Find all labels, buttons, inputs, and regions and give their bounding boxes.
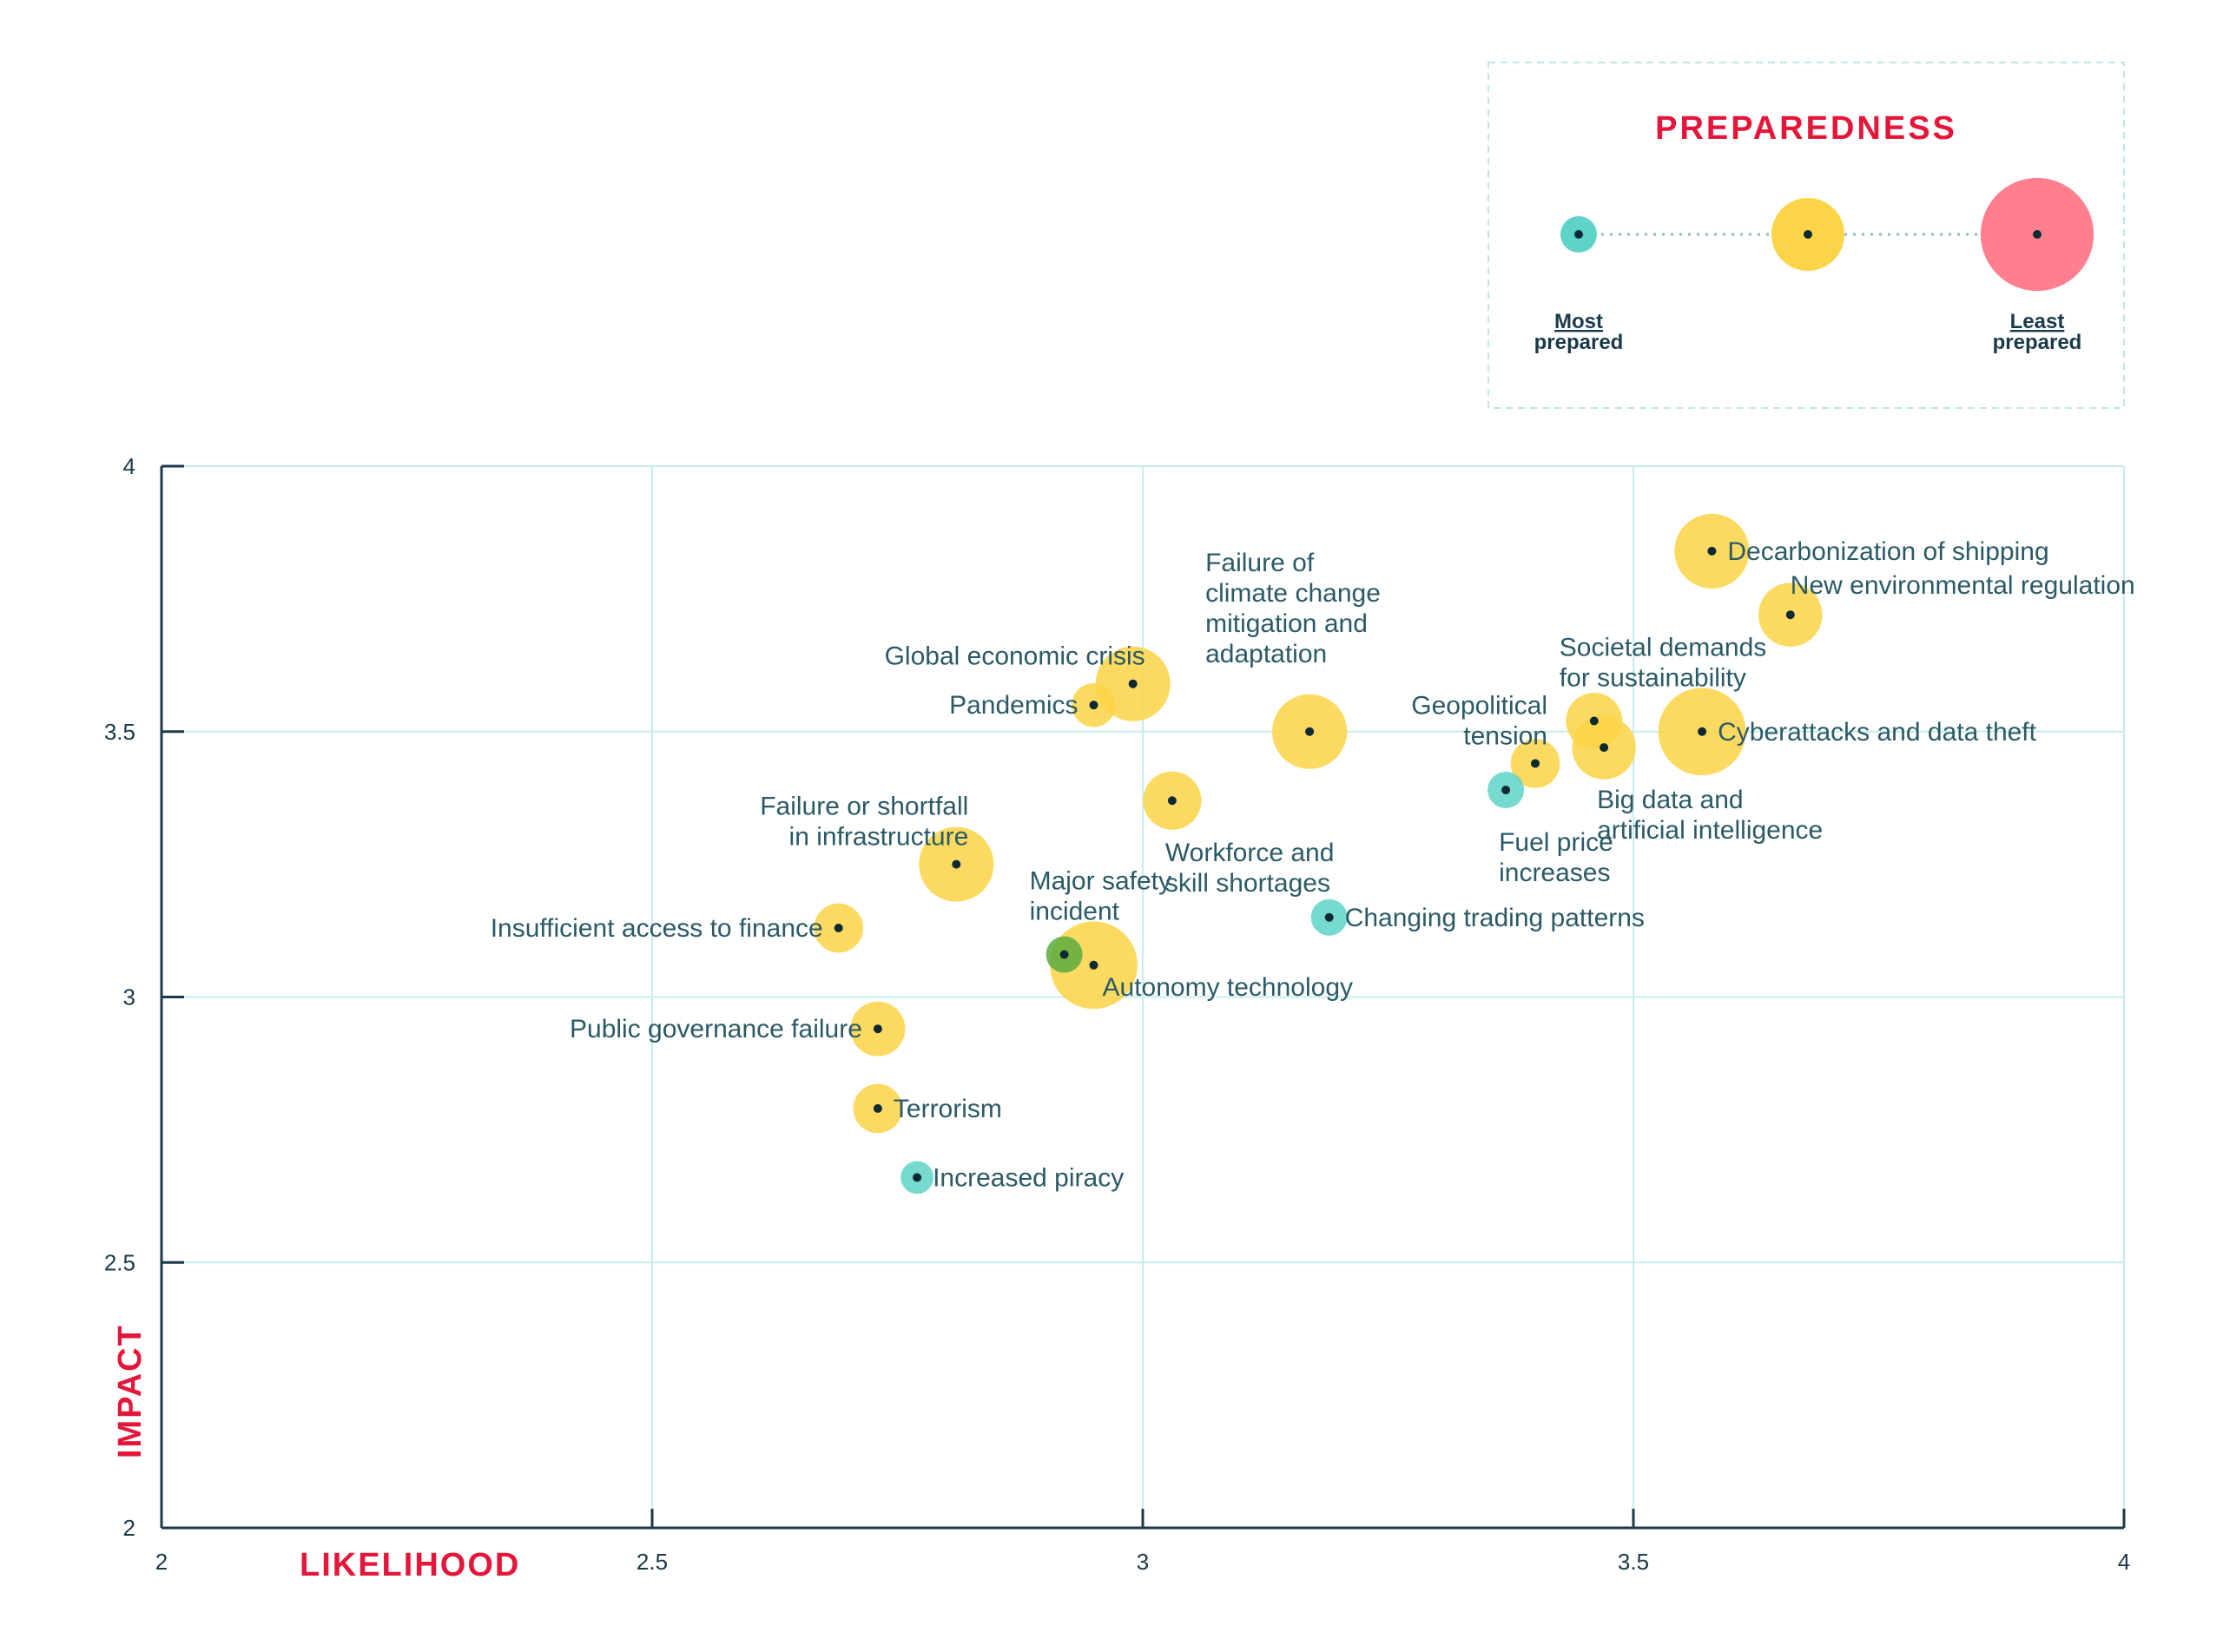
point-label: Geopolitical tension	[1411, 691, 1547, 750]
point-label: Failure or shortfall in infrastructure	[760, 793, 968, 852]
point-label: Big data and artificial intelligence	[1597, 786, 1823, 845]
bubble-center-dot	[1785, 610, 1795, 620]
point-label: Changing trading patterns	[1345, 904, 1645, 932]
point-label: Insufficient access to finance	[491, 914, 823, 943]
point-label-line: skill shortages	[1165, 869, 1330, 898]
legend-label-line1: Least	[2010, 310, 2065, 333]
bubble-center-dot	[1059, 950, 1069, 959]
y-tick-labels: 2 2.5 3 3.5 4	[104, 453, 135, 1541]
point-label-line: Insufficient access to finance	[491, 914, 823, 943]
point-label: Increased piracy	[933, 1163, 1124, 1192]
point-label-line: Pandemics	[949, 691, 1078, 720]
point-label: Decarbonization of shipping	[1727, 537, 2048, 566]
bubble-center-dot	[1531, 759, 1540, 768]
bubble-center-dot	[873, 1103, 882, 1113]
point-label-line: Big data and	[1597, 786, 1743, 814]
point-label: Public governance failure	[570, 1015, 862, 1043]
x-tick-label: 3	[1137, 1549, 1149, 1575]
point-label-line: increases	[1499, 859, 1610, 887]
bubble-center-dot	[1089, 701, 1098, 710]
legend-bubble-dot	[1804, 230, 1812, 239]
y-tick-label: 4	[123, 453, 135, 479]
bubble-center-dot	[1128, 679, 1138, 688]
point-label-line: artificial intelligence	[1597, 816, 1823, 845]
point-label-line: Public governance failure	[570, 1015, 862, 1043]
point-label-line: New environmental regulation	[1791, 571, 2135, 600]
bubble-center-dot	[1600, 743, 1609, 753]
point-label-line: Decarbonization of shipping	[1727, 537, 2048, 566]
labels-layer: Decarbonization of shipping New environme…	[491, 537, 2135, 1193]
bubble-center-dot	[873, 1024, 882, 1034]
point-label-line: Cyberattacks and data theft	[1718, 718, 2037, 747]
point-label-line: Geopolitical	[1411, 691, 1547, 720]
y-tick-label: 3	[123, 984, 135, 1010]
point-label: Terrorism	[894, 1095, 1002, 1123]
point-label-line: tension	[1463, 721, 1547, 750]
point-label-line: Changing trading patterns	[1345, 904, 1645, 932]
bubble-center-dot	[952, 859, 961, 869]
bubble-center-dot	[1167, 796, 1177, 806]
legend-label-line1: Most	[1554, 310, 1603, 333]
point-label-line: Increased piracy	[933, 1163, 1124, 1192]
point-label-line: Autonomy technology	[1103, 973, 1354, 1002]
y-tick-label: 2.5	[104, 1249, 135, 1275]
point-label-line: Terrorism	[894, 1095, 1002, 1123]
point-label: Failure of climate change mitigation and ad…	[1205, 549, 1381, 668]
point-label-line: Societal demands	[1560, 634, 1766, 662]
point-label: Cyberattacks and data theft	[1718, 718, 2037, 747]
point-label: Global economic crisis	[885, 642, 1145, 671]
point-label: Autonomy technology	[1103, 973, 1354, 1002]
axes	[160, 464, 2126, 1530]
bubble-center-dot	[1089, 960, 1098, 970]
point-label-line: Failure or shortfall	[760, 793, 968, 821]
point-label-line: incident	[1030, 898, 1120, 926]
point-label-line: in infrastructure	[789, 823, 969, 852]
x-axis-title: LIKELIHOOD	[300, 1547, 520, 1583]
legend-bubble-dot	[1574, 230, 1583, 239]
legend-title: PREPAREDNESS	[1655, 110, 1957, 147]
point-label-line: mitigation and	[1205, 609, 1368, 638]
bubble-center-dot	[1305, 727, 1315, 736]
y-axis-title: IMPACT	[112, 1324, 148, 1458]
bubble-center-dot	[1707, 546, 1717, 556]
point-label: Major safety incident	[1030, 867, 1171, 926]
point-label-line: Workforce and	[1165, 839, 1335, 867]
point-label-line: for sustainability	[1560, 664, 1746, 693]
legend-label-line2: prepared	[1993, 331, 2082, 354]
point-label-line: climate change	[1205, 579, 1381, 608]
point-label: Pandemics	[949, 691, 1078, 720]
point-label: Fuel price increases	[1499, 828, 1613, 887]
x-tick-label: 2.5	[637, 1549, 668, 1575]
bubble-center-dot	[913, 1173, 922, 1182]
bubble-center-dot	[834, 924, 843, 933]
x-tick-labels: 2 2.5 3 3.5 4	[155, 1549, 2130, 1575]
x-tick-label: 3.5	[1618, 1549, 1649, 1575]
y-tick-label: 3.5	[104, 719, 135, 745]
point-label-line: Major safety	[1030, 867, 1171, 896]
x-tick-label: 2	[155, 1549, 168, 1575]
bubble-center-dot	[1324, 912, 1334, 922]
legend-frame	[1487, 62, 2125, 409]
bubbles-layer	[814, 513, 1823, 1195]
point-label-line: adaptation	[1205, 640, 1327, 668]
point-label-line: Failure of	[1205, 549, 1315, 577]
bubble-center-dot	[1698, 727, 1707, 736]
y-tick-label: 2	[123, 1515, 135, 1541]
point-label-line: Global economic crisis	[885, 642, 1145, 671]
bubble-center-dot	[1501, 786, 1511, 795]
point-label: Workforce and skill shortages	[1165, 839, 1335, 898]
point-label-line: Fuel price	[1499, 828, 1613, 857]
bubble-center-dot	[1589, 716, 1599, 726]
point-label: Societal demands for sustainability	[1560, 634, 1766, 693]
x-tick-label: 4	[2118, 1549, 2130, 1575]
legend-label-line2: prepared	[1534, 331, 1624, 354]
legend-bubble-dot	[2033, 230, 2042, 239]
point-label: New environmental regulation	[1791, 571, 2135, 600]
grid	[162, 465, 2125, 1528]
